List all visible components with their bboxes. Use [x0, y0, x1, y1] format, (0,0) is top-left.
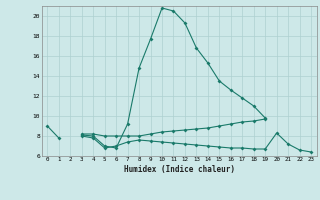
- X-axis label: Humidex (Indice chaleur): Humidex (Indice chaleur): [124, 165, 235, 174]
